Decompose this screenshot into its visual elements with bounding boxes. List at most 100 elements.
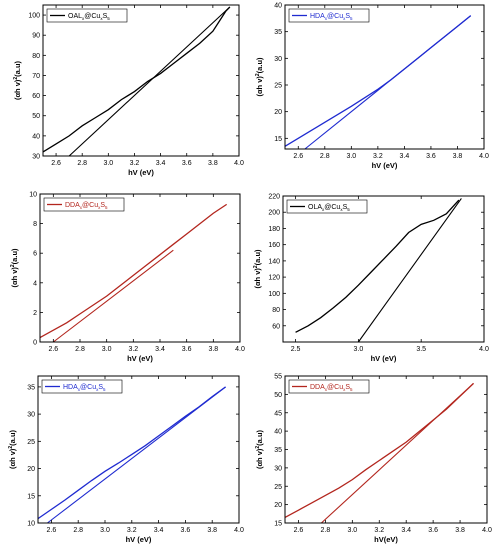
legend-sub: x xyxy=(80,205,83,210)
y-label-unit: (a.u) xyxy=(253,249,262,265)
x-tick-label: 3.5 xyxy=(416,346,426,353)
y-tick-label: 15 xyxy=(274,521,282,528)
x-tick-label: 3.8 xyxy=(208,160,218,167)
x-axis-label: hV (eV) xyxy=(371,354,397,363)
x-tick-label: 3.8 xyxy=(455,527,465,534)
y-tick-label: 200 xyxy=(268,210,280,217)
legend-mid: @Cu xyxy=(324,204,340,211)
legend-prefix: OAL xyxy=(68,13,82,20)
y-tick-label: 10 xyxy=(27,521,35,528)
x-tick-label: 3.4 xyxy=(400,153,410,160)
plot-frame xyxy=(282,195,485,343)
y-label-superscript: 2 xyxy=(13,77,19,80)
legend-sub: 5 xyxy=(105,205,108,210)
x-axis-label: hV (eV) xyxy=(126,535,152,544)
plot-frame xyxy=(42,4,240,157)
legend-mid: @Cu xyxy=(82,202,98,209)
y-label-superscript: 2 xyxy=(255,73,261,76)
x-tick-label: 3.0 xyxy=(354,346,364,353)
y-tick-label: 35 xyxy=(27,384,35,391)
legend-sub: x xyxy=(343,387,346,392)
y-tick-label: 15 xyxy=(27,493,35,500)
y-axis-label: (αh v)2(a.u) xyxy=(13,60,22,100)
legend: OLAx@CuxS5 xyxy=(286,199,368,214)
chart-panel-3: 2.6 2.8 3.0 3.2 3.4 3.6 3.8 4.0 0 2 4 6 8 10 hV (eV) (α… xyxy=(10,192,245,364)
y-tick-label: 0 xyxy=(33,340,37,347)
tangent-line xyxy=(320,382,474,524)
y-tick-label: 15 xyxy=(274,136,282,143)
x-tick-label: 3.6 xyxy=(182,160,192,167)
data-curve xyxy=(39,203,228,339)
tangent-line xyxy=(304,15,472,150)
legend-suffix: S xyxy=(345,384,350,391)
legend-suffix: S xyxy=(98,384,103,391)
x-tick-label: 3.0 xyxy=(102,346,112,353)
x-tick-label: 3.4 xyxy=(156,160,166,167)
y-tick-label: 60 xyxy=(272,323,280,330)
x-tick-label: 4.0 xyxy=(234,527,244,534)
x-tick-label: 2.5 xyxy=(291,346,301,353)
y-tick-label: 80 xyxy=(272,307,280,314)
x-tick-label: 3.8 xyxy=(208,346,218,353)
legend-sub: x xyxy=(96,387,99,392)
y-tick-label: 20 xyxy=(274,502,282,509)
x-tick-label: 3.2 xyxy=(374,527,384,534)
x-tick-label: 3.0 xyxy=(346,153,356,160)
y-tick-label: 40 xyxy=(274,3,282,10)
x-tick-label: 2.8 xyxy=(77,160,87,167)
x-tick-label: 2.8 xyxy=(320,153,330,160)
legend-suffix: S xyxy=(345,13,350,20)
y-label-unit: (a.u) xyxy=(255,57,264,73)
legend-prefix: HDA xyxy=(310,13,325,20)
x-tick-label: 2.8 xyxy=(321,527,331,534)
y-tick-label: 100 xyxy=(28,13,40,20)
plot-frame xyxy=(37,375,240,524)
tangent-line xyxy=(47,386,226,524)
x-tick-label: 3.2 xyxy=(373,153,383,160)
y-tick-label: 30 xyxy=(32,154,40,161)
legend-mid: @Cu xyxy=(84,13,100,20)
legend: HDAx@CuxS5 xyxy=(41,379,123,394)
y-tick-label: 20 xyxy=(274,109,282,116)
y-tick-label: 45 xyxy=(274,410,282,417)
x-tick-label: 3.6 xyxy=(182,346,192,353)
legend-label: HDAx@CuxS5 xyxy=(63,384,106,392)
y-tick-label: 60 xyxy=(32,93,40,100)
tangent-line xyxy=(68,6,231,157)
x-tick-label: 3.2 xyxy=(128,346,138,353)
y-tick-label: 50 xyxy=(274,392,282,399)
x-tick-label: 2.8 xyxy=(75,346,85,353)
y-label-superscript: 2 xyxy=(10,264,16,267)
x-tick-label: 2.6 xyxy=(51,160,61,167)
y-tick-label: 90 xyxy=(32,33,40,40)
y-tick-label: 6 xyxy=(33,251,37,258)
x-tick-label: 3.2 xyxy=(127,527,137,534)
y-label-base: (αh v) xyxy=(13,79,22,100)
legend-mid: @Cu xyxy=(327,384,343,391)
legend-box xyxy=(286,199,368,214)
legend-box xyxy=(43,197,125,212)
legend-prefix: DDA xyxy=(310,384,325,391)
legend-sub: 5 xyxy=(103,387,106,392)
x-axis-label: hV (eV) xyxy=(127,354,153,363)
x-tick-label: 3.2 xyxy=(130,160,140,167)
data-curve xyxy=(37,386,226,520)
y-tick-label: 100 xyxy=(268,291,280,298)
y-axis-label: (αh v)2(a.u) xyxy=(255,57,264,97)
y-label-base: (αh v) xyxy=(255,76,264,97)
legend-sub: x xyxy=(98,205,101,210)
y-tick-label: 25 xyxy=(27,439,35,446)
y-label-superscript: 2 xyxy=(8,446,14,449)
x-tick-label: 4.0 xyxy=(234,160,244,167)
legend: OALx@CuxS5 xyxy=(46,8,128,23)
legend-sub: x xyxy=(343,16,346,21)
y-tick-label: 2 xyxy=(33,310,37,317)
legend-prefix: DDA xyxy=(65,202,80,209)
chart-panel-4: 2.5 3.0 3.5 4.0 60 80 100 120 140 160 180 200 220 hV … xyxy=(253,194,489,364)
legend-mid: @Cu xyxy=(80,384,96,391)
y-label-unit: (a.u) xyxy=(8,429,17,445)
y-axis-label: (αh v)2(a.u) xyxy=(10,248,19,288)
x-tick-label: 3.8 xyxy=(453,153,463,160)
legend-sub: 5 xyxy=(350,16,353,21)
